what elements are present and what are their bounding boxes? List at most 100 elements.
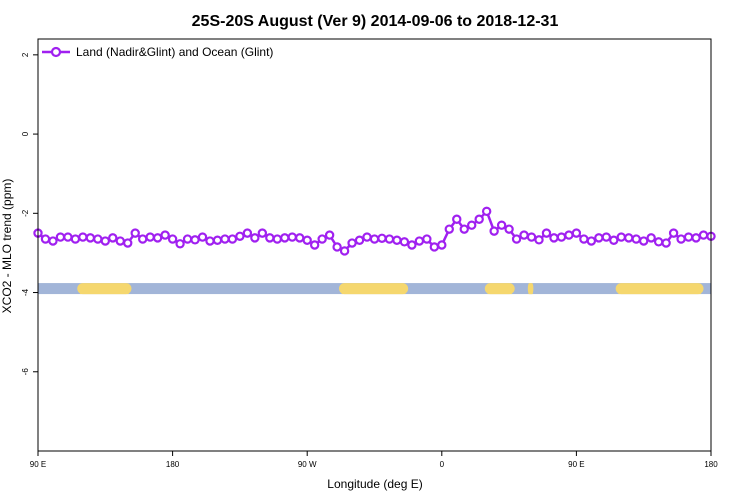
data-point [93, 234, 103, 244]
data-point [309, 240, 320, 250]
x-tick-label-5: 180 [704, 460, 718, 469]
legend-label: Land (Nadir&Glint) and Ocean (Glint) [76, 45, 273, 59]
data-point [616, 232, 626, 242]
data-point [295, 233, 305, 243]
data-point [250, 233, 260, 243]
data-point [586, 236, 597, 246]
data-point [556, 232, 567, 242]
data-point [212, 235, 223, 245]
data-point [698, 230, 709, 240]
x-tick-label-4: 90 E [568, 460, 584, 469]
data-point [78, 232, 88, 242]
data-point [609, 235, 619, 245]
data-point [85, 233, 96, 243]
y-tick-label-1: 0 [21, 131, 30, 136]
data-point [100, 236, 111, 246]
data-point [369, 234, 380, 244]
data-point [392, 235, 402, 245]
data-point [242, 228, 253, 238]
y-axis: 2 0 -2 -4 -6 [21, 52, 38, 375]
data-point [653, 237, 664, 247]
data-point [526, 232, 537, 242]
data-point [287, 232, 297, 242]
data-point [631, 234, 641, 244]
plot-area [33, 206, 716, 295]
data-point [160, 230, 170, 240]
plot-frame [37, 38, 712, 452]
data-point [197, 232, 208, 242]
data-point [444, 224, 454, 234]
chart-title: 25S-20S August (Ver 9) 2014-09-06 to 201… [192, 13, 559, 30]
data-point [601, 232, 612, 242]
x-axis-label: Longitude (deg E) [327, 477, 422, 491]
y-tick-label-0: 2 [21, 52, 30, 57]
data-point [332, 242, 342, 252]
data-point [511, 234, 522, 244]
data-point [354, 235, 365, 245]
data-point [481, 206, 492, 217]
land-segment-base-2 [487, 287, 512, 295]
x-tick-label-1: 180 [166, 460, 180, 469]
data-point [564, 230, 574, 240]
data-point [496, 220, 507, 230]
data-point [384, 234, 395, 244]
x-tick-label-0: 90 E [30, 460, 46, 469]
data-point [549, 233, 559, 243]
data-point [437, 240, 447, 250]
data-point [317, 234, 327, 244]
data-point [130, 228, 140, 238]
data-point [145, 232, 155, 242]
data-point [347, 238, 357, 248]
data-point [272, 234, 282, 244]
data-point [399, 237, 410, 247]
data-point [676, 234, 686, 244]
data-point [70, 234, 81, 244]
land-segment-base-4 [618, 287, 701, 295]
data-point [691, 233, 701, 243]
data-point [534, 235, 544, 245]
data-point [167, 234, 178, 244]
data-point [182, 234, 193, 244]
data-point [639, 236, 649, 246]
x-axis: 90 E 180 90 W 0 90 E 180 [30, 451, 718, 469]
data-point [377, 233, 387, 243]
y-tick-label-3: -4 [21, 288, 30, 296]
land-segment-base-0 [80, 287, 129, 295]
data-point [190, 235, 200, 245]
data-point [452, 214, 462, 224]
land-segment-base-1 [341, 287, 406, 295]
y-axis-label: XCO2 - MLO trend (ppm) [0, 179, 14, 314]
x-tick-label-3: 0 [440, 460, 445, 469]
data-point [646, 233, 656, 243]
x-tick-label-2: 90 W [298, 460, 317, 469]
data-point [541, 228, 552, 238]
y-tick-label-2: -2 [21, 209, 30, 217]
data-point [683, 232, 694, 242]
data-point [152, 233, 163, 243]
data-point [504, 224, 514, 234]
data-point [668, 228, 679, 238]
data-point [63, 232, 73, 242]
data-point [115, 236, 125, 246]
data-point [459, 224, 469, 234]
land-segment-base-3 [528, 287, 533, 295]
data-point [422, 234, 432, 244]
data-point [429, 242, 440, 252]
data-point [519, 230, 529, 240]
data-point [414, 236, 425, 246]
data-point [661, 238, 671, 248]
data-point [324, 230, 335, 240]
data-point [339, 246, 350, 256]
data-point [137, 234, 148, 244]
data-point [257, 228, 268, 238]
data-point [175, 239, 185, 249]
data-point [108, 233, 118, 243]
data-point [48, 236, 58, 246]
data-point [474, 214, 484, 224]
data-point [227, 234, 238, 244]
data-point [579, 234, 589, 244]
data-point [205, 236, 215, 246]
data-point [280, 233, 290, 243]
data-point [302, 235, 312, 245]
